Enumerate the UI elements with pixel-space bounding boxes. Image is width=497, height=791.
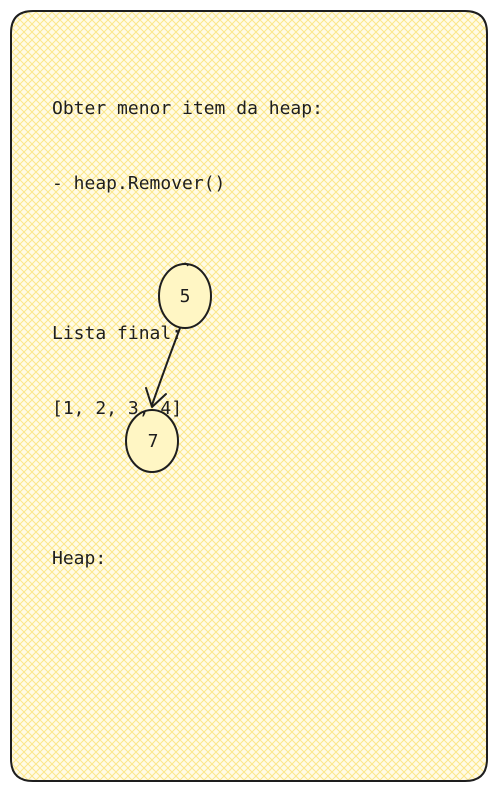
final-list-label: Lista final: [52,323,183,344]
node-label-root: 5 [180,286,191,307]
node-stroke-overlap [182,262,189,267]
operation-line: - heap.Remover() [52,173,226,194]
card-border [10,10,488,782]
node-label-left-child: 7 [148,431,159,452]
blank-line [52,246,323,271]
blank-line [52,471,323,496]
heap-label: Heap: [52,548,107,569]
final-list-value: [1, 2, 3, 4] [52,398,183,419]
heap-edge [151,327,181,406]
description-text: Obter menor item da heap: - heap.Remover… [52,46,323,621]
title-line: Obter menor item da heap: [52,98,323,119]
card-hatch [11,11,487,781]
edge-arrowhead [145,387,167,408]
node-circle [125,409,179,473]
heap-node-root: 5 [158,262,212,329]
heap-node-left-child: 7 [125,409,179,473]
